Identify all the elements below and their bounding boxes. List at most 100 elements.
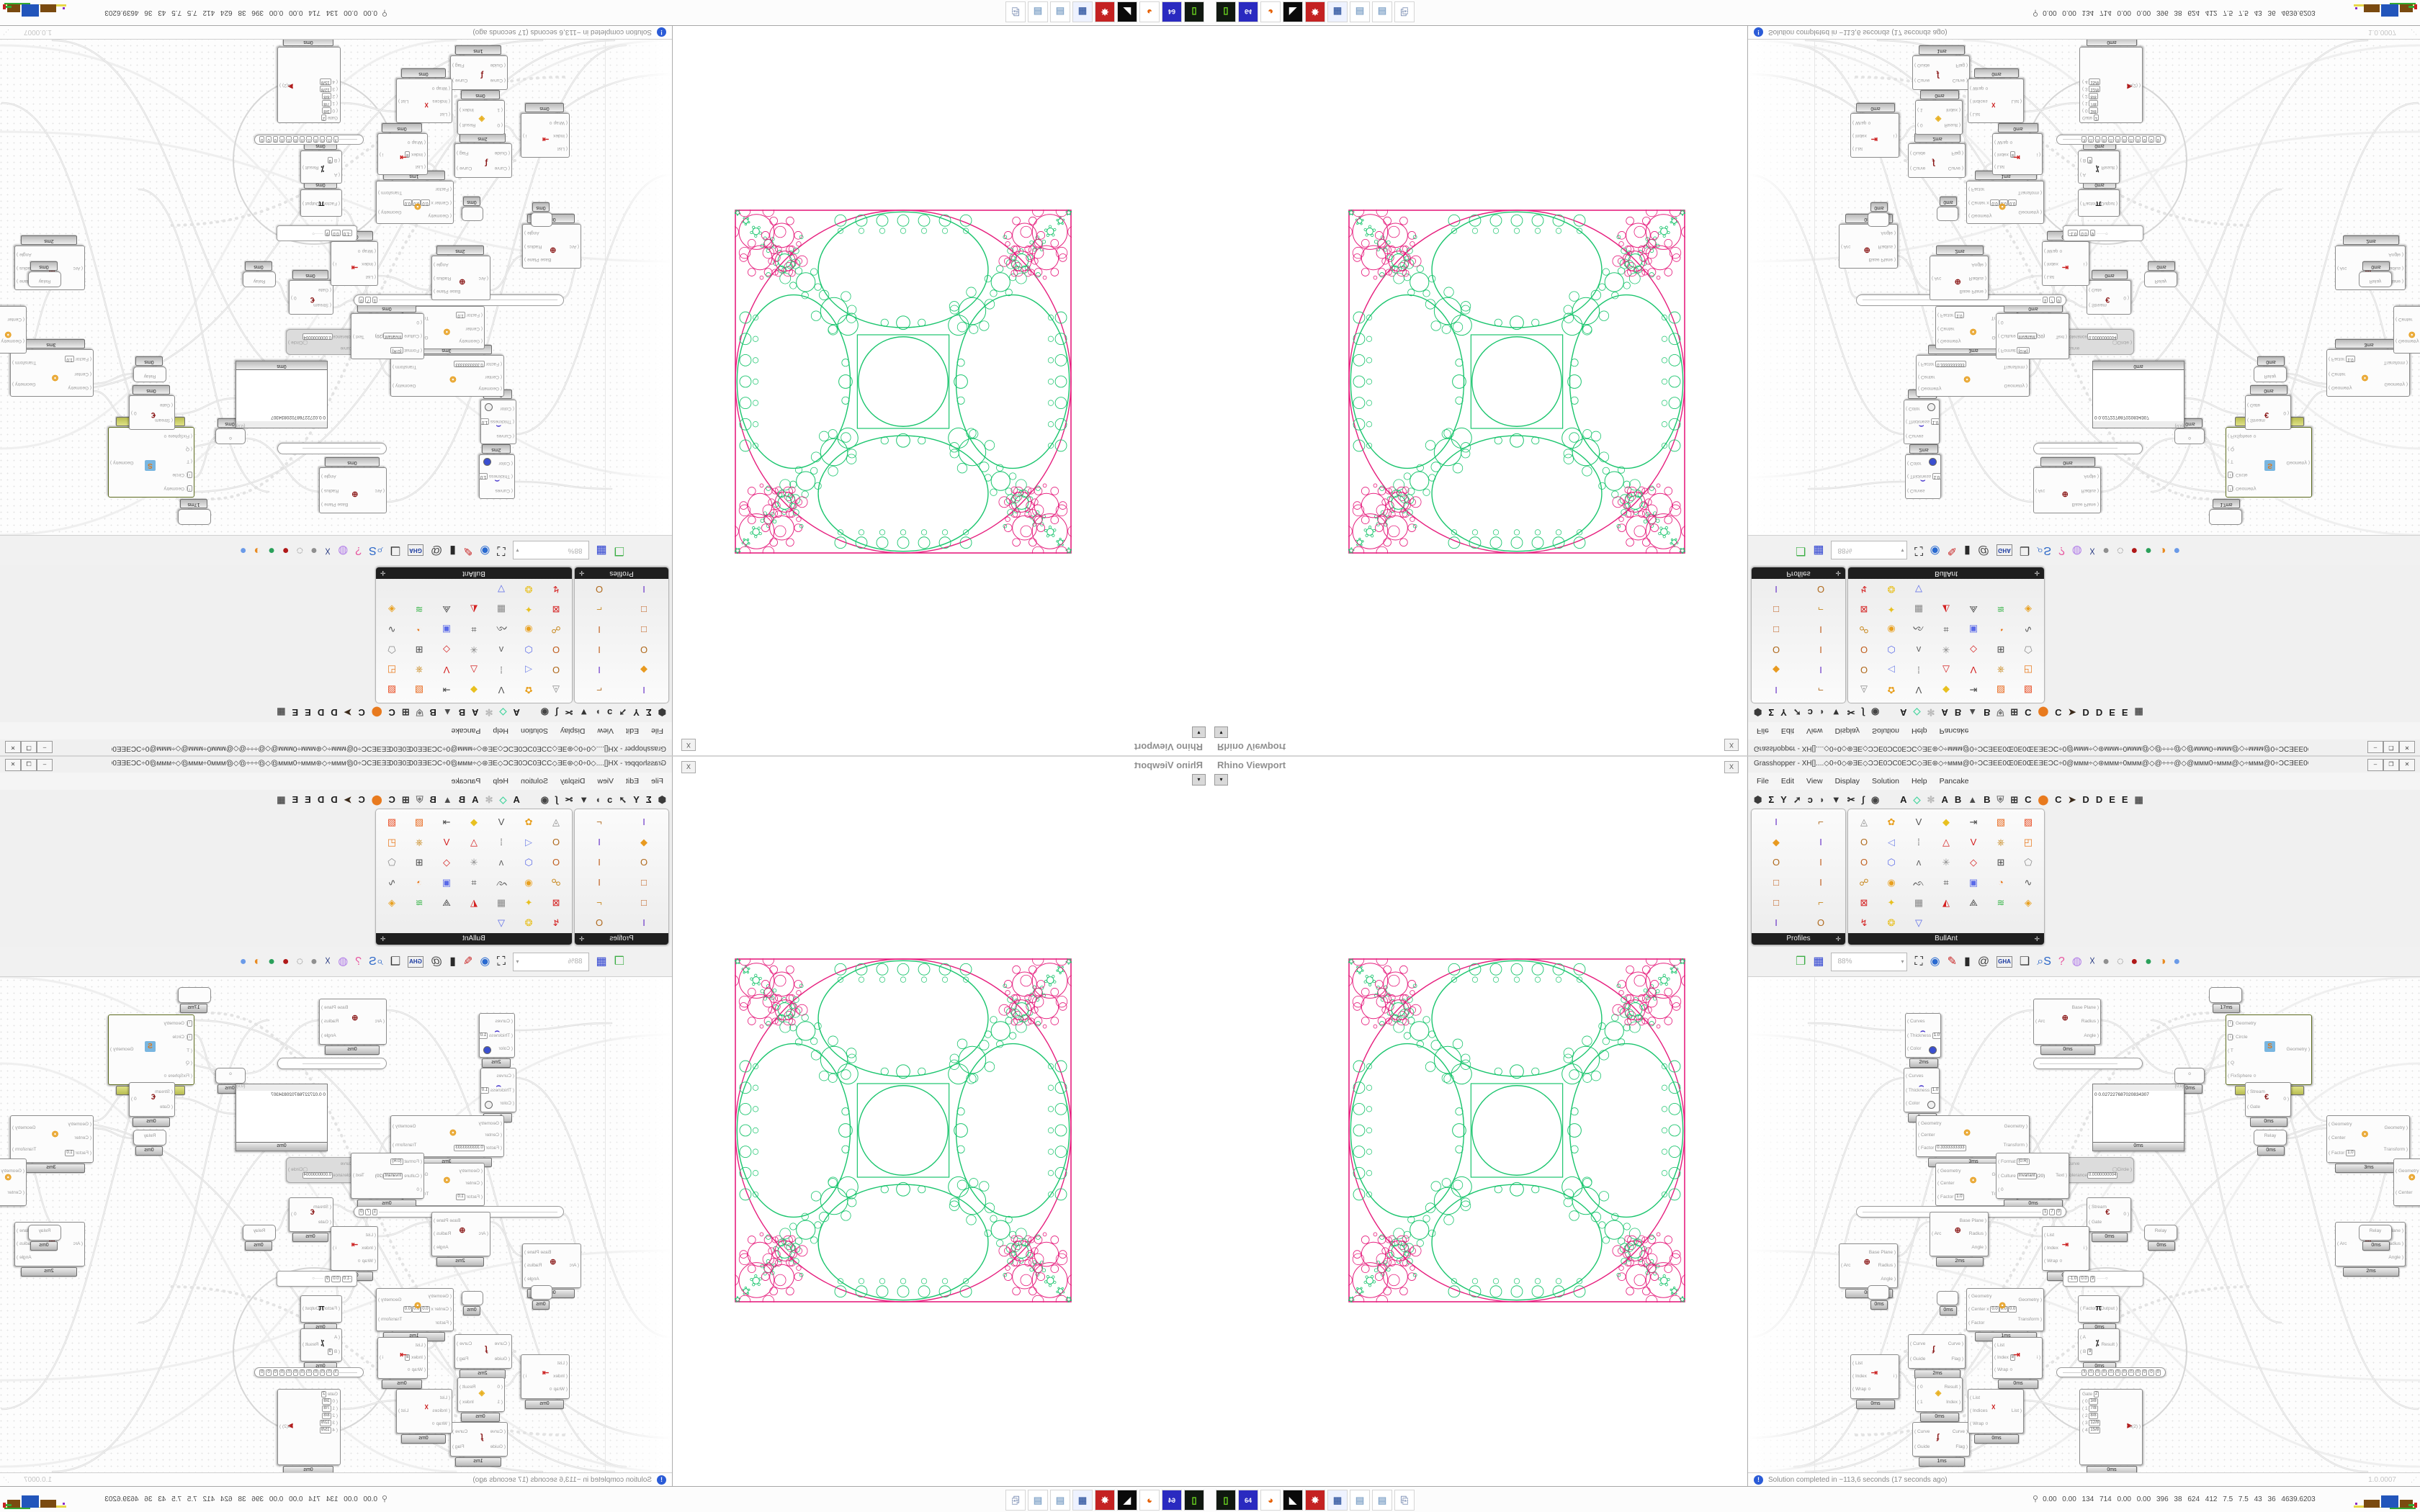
close-icon[interactable]: X bbox=[1724, 761, 1739, 773]
tab-curve-icon[interactable]: ɔ bbox=[1807, 793, 1813, 805]
tab-plugin-b1[interactable]: B bbox=[1954, 793, 1962, 805]
palette-icon[interactable]: ⦙ bbox=[500, 836, 503, 847]
palette-icon[interactable]: ◬ bbox=[1860, 816, 1868, 827]
dearc-mid-node[interactable]: ( Arc Base Plane ) Radius ) Angle ) ⊕ 2ms bbox=[1930, 1212, 1989, 1266]
tab-plugin-puff-icon[interactable]: ✻ bbox=[485, 707, 493, 719]
tab-plugin-c2[interactable]: C bbox=[358, 707, 365, 719]
tab-plugin-grid-icon[interactable]: ⊞ bbox=[2010, 707, 2019, 719]
scale-edge-node[interactable]: ( Geometry ( Center ❂ bbox=[2393, 306, 2420, 354]
list-item-b-node[interactable]: ( List ( Index ( Wrap ○ i ) ⇥ 0ms bbox=[521, 1354, 570, 1409]
palette-icon[interactable]: ᨒ bbox=[1912, 876, 1925, 888]
palette-icon[interactable]: ✦ bbox=[1887, 896, 1896, 908]
tab-surface-icon[interactable]: ◗ bbox=[595, 793, 601, 805]
menu-item-view[interactable]: View bbox=[1806, 777, 1823, 786]
relay-node[interactable]: Relay 0ms bbox=[2254, 1130, 2287, 1156]
menu-item-file[interactable]: File bbox=[651, 777, 663, 786]
palette-icon[interactable]: ◇ bbox=[1970, 856, 1977, 868]
list-item-b-node[interactable]: ( List ( Index ( Wrap ○ i ) ⇥ 0ms bbox=[521, 103, 570, 158]
gate-select-node[interactable]: Gate 2( 0 3/8( 1 7/8( 2 8/8( 3 12/8( 4 1… bbox=[2079, 40, 2143, 123]
list-item-8-node[interactable]: ( List ( Index 8( Wrap ○ i ) ⇥ 0ms bbox=[377, 123, 428, 175]
save-icon[interactable]: ▦ bbox=[1813, 955, 1824, 968]
tab-plugin-a2[interactable]: A bbox=[472, 793, 479, 805]
resize-grip[interactable]: ⋰ bbox=[2, 29, 9, 36]
tab-plugin-grid-icon[interactable]: ⊞ bbox=[401, 793, 410, 805]
palette-icon[interactable]: ⌐ bbox=[596, 604, 602, 616]
palette-icon[interactable]: ∿ bbox=[387, 876, 396, 888]
preview-eye-icon[interactable]: ◉ bbox=[480, 955, 490, 968]
tab-plugin-bird-icon[interactable]: ➤ bbox=[344, 707, 352, 719]
dearc-left-node[interactable]: ( Arc Base Plane )Radius )Angle )⊕0ms bbox=[1839, 214, 1898, 269]
domain-slider[interactable]: -1.0 0.0 9 ······○ bbox=[277, 1271, 357, 1287]
palette-icon[interactable]: □ bbox=[641, 604, 647, 616]
grasshopper-canvas[interactable]: 17ms ( Curves ( Thickness 1.0( Color ⌢ 2ms… bbox=[0, 977, 672, 1472]
taskbar-notepad-icon[interactable]: ▤ bbox=[1050, 1, 1070, 22]
palette-icon[interactable]: ◆ bbox=[640, 836, 647, 847]
taskbar-notepad-icon[interactable]: ▤ bbox=[1350, 1, 1370, 22]
tab-intersect-icon[interactable]: ✂ bbox=[565, 793, 573, 805]
jump-wires-icon[interactable]: ☓ bbox=[2089, 955, 2096, 968]
palette-icon[interactable]: ⬠ bbox=[2024, 644, 2033, 656]
palette-icon[interactable]: ⌐ bbox=[1818, 604, 1824, 616]
palette-icon[interactable]: ▦ bbox=[496, 604, 506, 616]
palette-tab-bullant[interactable]: BullAnt ✛ bbox=[1848, 567, 2044, 579]
palette-expand-icon[interactable]: ✛ bbox=[380, 570, 386, 577]
palette-icon[interactable]: ᨒ bbox=[495, 624, 508, 636]
palette-icon[interactable]: ▨ bbox=[387, 685, 397, 696]
preview-off-icon[interactable]: ● bbox=[2102, 544, 2110, 557]
scale-right-node[interactable]: ( Geometry ( Center ( Factor 1.0 Geometry… bbox=[2326, 1115, 2410, 1173]
preview-shaded-icon[interactable]: ● bbox=[2130, 955, 2138, 968]
palette-icon[interactable]: I bbox=[1775, 816, 1778, 827]
tab-transform-icon[interactable]: ʃ bbox=[1861, 707, 1865, 719]
format-text-node[interactable]: ( Format {0:R}( Culture Invariant(20)( 0… bbox=[1996, 1153, 2069, 1209]
grasshopper-canvas[interactable]: 17ms ( Curves ( Thickness 1.0( Color ⌢ 2ms… bbox=[1748, 977, 2420, 1472]
menu-item-edit[interactable]: Edit bbox=[625, 726, 640, 735]
tab-plugin-e2[interactable]: E bbox=[292, 707, 299, 719]
palette-icon[interactable]: ⎈ bbox=[1996, 836, 2005, 847]
preview-off-icon[interactable]: ● bbox=[310, 955, 318, 968]
palette-icon[interactable]: ≋ bbox=[1996, 896, 2005, 908]
palette-icon[interactable]: ❂ bbox=[524, 917, 533, 928]
dearc-mid-node[interactable]: ( Arc Base Plane ) Radius ) Angle ) ⊕ 2ms bbox=[431, 1212, 490, 1266]
flip-curve-b-node[interactable]: ( Curve ( Guide Curve ) Flag ) ʄ 1ms bbox=[1912, 1422, 1970, 1467]
stream-gate-a-node[interactable]: ( Stream ( Gate 0 ) €0ms bbox=[2245, 385, 2291, 430]
finder-icon[interactable]: ⌕S bbox=[2037, 544, 2051, 557]
tab-sets-icon[interactable]: Y bbox=[1780, 707, 1787, 719]
palette-icon[interactable]: ʌ bbox=[498, 856, 504, 868]
palette-icon[interactable]: ⊠ bbox=[552, 604, 560, 616]
number-slider[interactable] bbox=[2033, 443, 2143, 454]
palette-icon[interactable]: I bbox=[642, 685, 645, 696]
palette-icon[interactable]: ▦ bbox=[1914, 896, 1924, 908]
taskbar-notepad2-icon[interactable]: ▤ bbox=[1028, 1, 1048, 22]
preview-blue-node[interactable]: ( Curves ( Thickness 1.0( Color ⌢ 2ms bbox=[478, 444, 515, 499]
palette-icon[interactable]: ◭ bbox=[1942, 896, 1950, 908]
tab-plugin-e2[interactable]: E bbox=[2121, 793, 2128, 805]
tab-plugin-d1[interactable]: D bbox=[331, 707, 338, 719]
palette-icon[interactable]: ◭ bbox=[1942, 604, 1950, 616]
tab-curve-icon[interactable]: ɔ bbox=[607, 707, 613, 719]
palette-icon[interactable]: I bbox=[598, 624, 601, 636]
palette-icon[interactable]: ▽ bbox=[498, 584, 505, 595]
tab-maths-icon[interactable]: Σ bbox=[645, 707, 652, 719]
taskbar-firefox-icon[interactable]: ◕ bbox=[1139, 1490, 1160, 1511]
palette-icon[interactable]: ◉ bbox=[524, 624, 533, 636]
palette-icon[interactable]: ↯ bbox=[1860, 917, 1868, 928]
tab-plugin-b1[interactable]: B bbox=[1954, 707, 1962, 719]
tab-vector-icon[interactable]: ➚ bbox=[619, 793, 627, 805]
tab-plugin-b2[interactable]: B bbox=[1984, 793, 1991, 805]
palette-icon[interactable]: ⎈ bbox=[415, 836, 424, 847]
palette-icon[interactable]: ✳ bbox=[470, 644, 478, 656]
palette-icon[interactable]: ✳ bbox=[1942, 856, 1950, 868]
minimize-button[interactable]: – bbox=[2367, 759, 2383, 771]
palette-icon[interactable]: ◁ bbox=[525, 665, 532, 676]
data-panel-node[interactable]: {0;0} 0 0.027227687020834307 0ms bbox=[2092, 1084, 2184, 1151]
preview-eye-icon[interactable]: ◉ bbox=[480, 544, 490, 557]
tab-plugin-c1[interactable]: C bbox=[2025, 707, 2032, 719]
tab-plugin-d1[interactable]: D bbox=[2082, 793, 2089, 805]
stream-gate-a-node[interactable]: ( Stream ( Gate 0 ) €0ms bbox=[2245, 1082, 2291, 1127]
list-item-8-node[interactable]: ( List ( Index 8( Wrap ○ i ) ⇥ 0ms bbox=[377, 1337, 428, 1389]
taskbar-calculator-icon[interactable]: ▦ bbox=[1327, 1490, 1348, 1511]
grasshopper-titlebar[interactable]: Grasshopper - XH[]....◇0÷0◇⊛ƎE◇ƆƆЀ0ƆC0ЀƆ… bbox=[1748, 757, 2420, 773]
relay-node[interactable]: Relay 0ms bbox=[243, 1225, 276, 1251]
palette-icon[interactable]: ⇥ bbox=[442, 816, 451, 827]
domain-slider[interactable]: -1.0 0.0 9 ······○ bbox=[277, 225, 357, 241]
